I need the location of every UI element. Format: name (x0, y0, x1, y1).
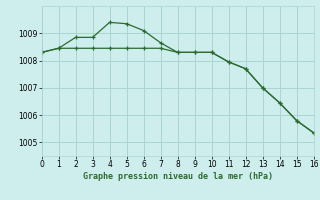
X-axis label: Graphe pression niveau de la mer (hPa): Graphe pression niveau de la mer (hPa) (83, 172, 273, 181)
